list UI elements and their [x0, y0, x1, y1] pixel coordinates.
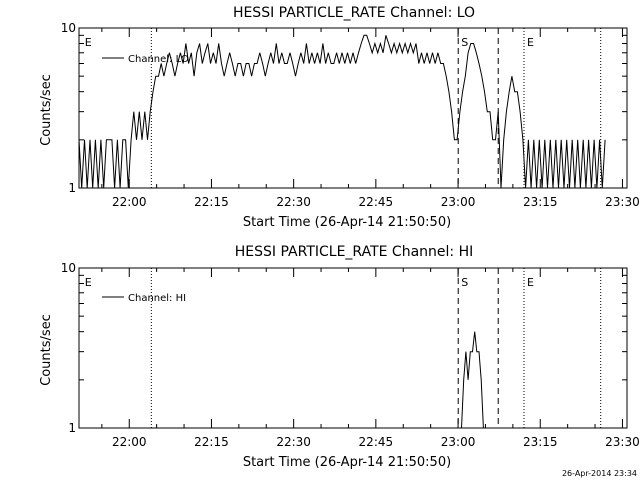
chart-hi: HESSI PARTICLE_RATE Channel: HI E S E 22:0…	[39, 244, 640, 470]
chart-lo-x-tick-label-0: 22:00	[112, 195, 147, 209]
chart-hi-x-ticks: 22:00 22:15 22:30 22:45 23:00 23:15 23:30	[101, 268, 640, 449]
chart-hi-x-tick-label-5: 23:15	[523, 435, 558, 449]
chart-hi-series-line-0	[461, 331, 484, 429]
chart-hi-frame-layer	[78, 267, 628, 429]
chart-lo-y-tick-label-0: 1	[68, 181, 76, 195]
chart-hi-x-tick-label-6: 23:30	[605, 435, 640, 449]
chart-hi-y-tick-label-0: 1	[68, 421, 76, 435]
chart-lo-marker-label-0: E	[85, 36, 92, 49]
chart-hi-y-tick-label-1: 10	[61, 261, 76, 275]
chart-hi-x-axis-label: Start Time (26-Apr-14 21:50:50)	[243, 455, 451, 470]
chart-lo-y-axis-label: Counts/sec	[39, 74, 54, 146]
chart-hi-marker-label-0: E	[85, 276, 92, 289]
chart-hi-marker-label-4: E	[527, 276, 534, 289]
chart-hi-series	[461, 331, 484, 429]
chart-hi-x-tick-label-2: 22:30	[276, 435, 311, 449]
chart-lo-series	[78, 34, 606, 189]
chart-lo-x-axis-label: Start Time (26-Apr-14 21:50:50)	[243, 215, 451, 230]
chart-lo-x-tick-label-3: 22:45	[359, 195, 394, 209]
chart-lo-frame	[78, 27, 628, 189]
chart-lo-series-line-0	[78, 34, 606, 189]
chart-lo-title: HESSI PARTICLE_RATE Channel: LO	[233, 5, 475, 21]
chart-hi-y-ticks: 1 10	[61, 261, 627, 435]
chart-lo-x-ticks: 22:00 22:15 22:30 22:45 23:00 23:15 23:30	[101, 28, 640, 209]
chart-lo-x-tick-label-4: 23:00	[441, 195, 476, 209]
chart-lo-legend-label: Channel: LO	[128, 54, 189, 65]
chart-hi-legend-label: Channel: HI	[128, 293, 186, 304]
chart-lo: HESSI PARTICLE_RATE Channel: LO E S E 22:0…	[39, 5, 640, 230]
chart-lo-x-tick-label-6: 23:30	[605, 195, 640, 209]
chart-lo-x-tick-label-1: 22:15	[194, 195, 229, 209]
chart-lo-frame-layer	[78, 27, 628, 189]
chart-hi-x-tick-label-1: 22:15	[194, 435, 229, 449]
chart-hi-title: HESSI PARTICLE_RATE Channel: HI	[235, 244, 473, 260]
chart-lo-marker-label-2: S	[461, 36, 468, 49]
chart-hi-y-axis-label: Counts/sec	[39, 314, 54, 386]
chart-hi-x-tick-label-3: 22:45	[359, 435, 394, 449]
chart-lo-x-tick-label-2: 22:30	[276, 195, 311, 209]
chart-hi-x-tick-label-4: 23:00	[441, 435, 476, 449]
chart-hi-x-tick-label-0: 22:00	[112, 435, 147, 449]
chart-lo-y-ticks: 1 10	[61, 21, 627, 195]
chart-hi-marker-label-2: S	[461, 276, 468, 289]
chart-lo-marker-label-4: E	[527, 36, 534, 49]
chart-lo-x-tick-label-5: 23:15	[523, 195, 558, 209]
chart-lo-y-tick-label-1: 10	[61, 21, 76, 35]
footer-timestamp: 26-Apr-2014 23:34	[562, 469, 637, 478]
chart-hi-frame	[78, 267, 628, 429]
